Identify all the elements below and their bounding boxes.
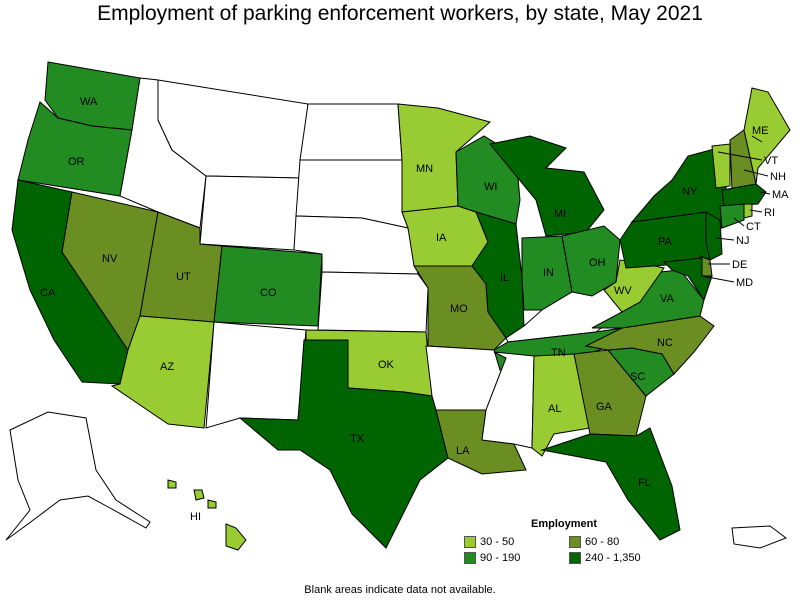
state-FL[interactable] [540, 427, 681, 541]
state-MD[interactable] [662, 257, 713, 302]
state-label-CO: CO [260, 287, 277, 299]
state-label-IN: IN [543, 267, 554, 279]
legend-label: 90 - 190 [480, 552, 521, 564]
state-label-IA: IA [436, 232, 447, 244]
state-AK[interactable] [5, 411, 151, 541]
legend-item-30-50: 30 - 50 [464, 536, 569, 548]
state-label-RI: RI [764, 207, 775, 219]
state-HI[interactable] [167, 479, 247, 551]
state-GA[interactable] [573, 349, 647, 437]
state-RI[interactable] [743, 203, 753, 219]
legend-item-240-1350: 240 - 1,350 [569, 552, 689, 564]
territory-PR[interactable] [731, 525, 788, 549]
legend-label: 30 - 50 [480, 536, 515, 548]
state-label-CT: CT [746, 221, 761, 233]
state-label-MN: MN [416, 163, 433, 175]
state-label-CA: CA [40, 287, 56, 299]
state-CT[interactable] [719, 203, 745, 229]
state-label-UT: UT [176, 271, 191, 283]
legend-item-60-80: 60 - 80 [569, 536, 689, 548]
state-label-OH: OH [589, 257, 606, 269]
state-label-NH: NH [770, 171, 786, 183]
leader-lines [701, 135, 771, 283]
legend-swatch [569, 552, 581, 564]
state-MA[interactable] [721, 183, 767, 207]
state-label-VA: VA [660, 293, 675, 305]
state-label-PA: PA [658, 236, 673, 248]
map-title: Employment of parking enforcement worker… [97, 2, 703, 25]
legend-item-90-190: 90 - 190 [464, 552, 569, 564]
state-TX[interactable] [238, 339, 449, 549]
state-label-TX: TX [350, 433, 365, 445]
state-label-GA: GA [596, 401, 613, 413]
state-label-NJ: NJ [736, 235, 749, 247]
state-WY[interactable] [199, 175, 301, 251]
state-label-DE: DE [732, 259, 747, 271]
footnote: Blank areas indicate data not available. [304, 584, 496, 596]
state-label-AL: AL [548, 403, 561, 415]
state-NJ[interactable] [705, 211, 723, 261]
state-label-ME: ME [752, 125, 769, 137]
state-label-MD: MD [736, 277, 753, 289]
state-label-IL: IL [500, 272, 509, 284]
legend: Employment 30 - 50 60 - 80 90 - 190 240 … [464, 518, 694, 564]
state-label-MI: MI [554, 208, 566, 220]
legend-label: 60 - 80 [585, 536, 620, 548]
state-VT[interactable] [711, 143, 731, 189]
state-label-NC: NC [657, 337, 673, 349]
state-label-NY: NY [682, 186, 698, 198]
legend-title: Employment [530, 518, 597, 530]
legend-swatch [464, 536, 476, 548]
state-MI[interactable] [489, 135, 605, 237]
state-label-WV: WV [614, 285, 632, 297]
state-label-NV: NV [102, 253, 118, 265]
legend-swatch [569, 536, 581, 548]
state-label-OR: OR [68, 156, 85, 168]
state-CO[interactable] [213, 245, 323, 327]
state-ND[interactable] [299, 103, 403, 161]
state-label-HI: HI [190, 511, 201, 523]
state-NM[interactable] [205, 321, 307, 429]
state-label-AZ: AZ [160, 361, 174, 373]
state-label-SC: SC [630, 371, 645, 383]
state-label-OK: OK [378, 359, 395, 371]
state-label-MO: MO [450, 303, 468, 315]
state-label-WI: WI [484, 181, 497, 193]
state-label-LA: LA [456, 445, 470, 457]
state-IL[interactable] [471, 211, 525, 339]
state-label-TN: TN [551, 347, 566, 359]
legend-swatch [464, 552, 476, 564]
state-label-FL: FL [638, 477, 651, 489]
state-label-MA: MA [772, 189, 789, 201]
state-label-WA: WA [80, 96, 98, 108]
state-label-VT: VT [764, 155, 778, 167]
state-KS[interactable] [317, 271, 429, 333]
legend-label: 240 - 1,350 [585, 552, 641, 564]
